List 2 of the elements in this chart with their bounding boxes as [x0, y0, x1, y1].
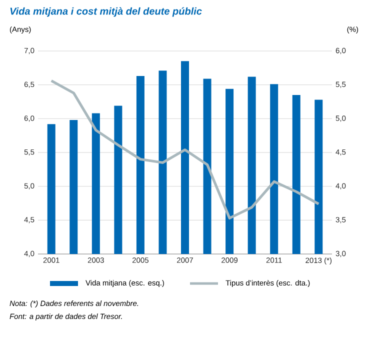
chart-title: Vida mitjana i cost mitjà del deute públic	[10, 7, 202, 17]
line-series	[50, 79, 320, 220]
